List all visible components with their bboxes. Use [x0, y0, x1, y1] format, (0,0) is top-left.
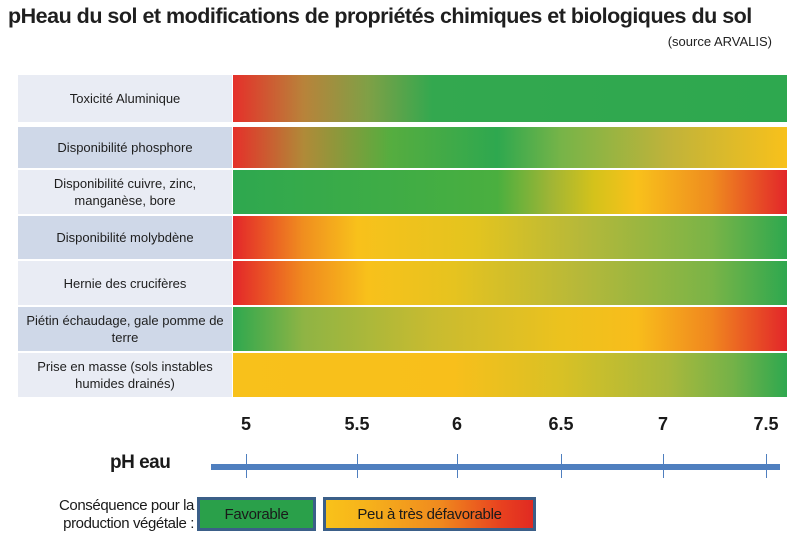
row-gradient-bar	[233, 307, 787, 351]
legend-item-favorable: Favorable	[197, 497, 316, 531]
row-label: Piétin échaudage, gale pomme de terre	[18, 307, 232, 351]
row-gradient-bar	[233, 216, 787, 259]
legend-title-line1: Conséquence pour la	[58, 497, 194, 514]
row-label: Toxicité Aluminique	[18, 75, 232, 122]
row-label: Disponibilité phosphore	[18, 127, 232, 168]
legend-title-line2: production végétale :	[63, 515, 194, 532]
chart-source: (source ARVALIS)	[667, 34, 772, 49]
row-gradient-bar	[233, 261, 787, 305]
row-label: Hernie des crucifères	[18, 261, 232, 305]
row-gradient-bar	[233, 127, 787, 168]
legend-label-unfavorable: Peu à très défavorable	[357, 505, 502, 523]
x-tick-label: 6	[451, 414, 463, 434]
row-label: Disponibilité cuivre, zinc, manganèse, b…	[18, 170, 232, 214]
x-axis-line	[211, 464, 780, 470]
x-tick-label: 5	[240, 414, 252, 434]
row-gradient-bar	[233, 353, 787, 397]
x-tick-label: 7.5	[753, 414, 779, 434]
legend-label-favorable: Favorable	[224, 505, 289, 523]
x-axis-title: pH eau	[110, 452, 171, 473]
x-tick-label: 5.5	[344, 414, 370, 434]
row-label: Disponibilité molybdène	[18, 216, 232, 259]
x-tick-label: 6.5	[548, 414, 574, 434]
row-gradient-bar	[233, 75, 787, 122]
row-gradient-bar	[233, 170, 787, 214]
chart-title: pHeau du sol et modifications de proprié…	[8, 4, 752, 28]
legend-item-unfavorable: Peu à très défavorable	[323, 497, 536, 531]
x-tick-label: 7	[657, 414, 669, 434]
legend-title: Conséquence pour la production végétale …	[14, 497, 194, 533]
row-label: Prise en masse (sols instables humides d…	[18, 353, 232, 397]
